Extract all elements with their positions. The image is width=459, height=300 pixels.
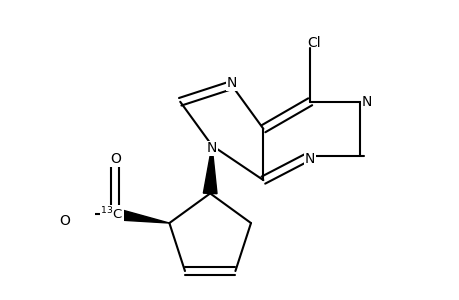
Text: N: N xyxy=(304,152,315,166)
Text: O: O xyxy=(110,152,121,166)
Text: N: N xyxy=(207,141,217,155)
Text: O: O xyxy=(59,214,70,228)
Text: Cl: Cl xyxy=(306,36,320,50)
Text: $^{13}$C: $^{13}$C xyxy=(100,206,123,222)
Polygon shape xyxy=(203,146,217,194)
Polygon shape xyxy=(114,208,169,223)
Text: N: N xyxy=(226,76,236,90)
Text: N: N xyxy=(361,95,371,109)
